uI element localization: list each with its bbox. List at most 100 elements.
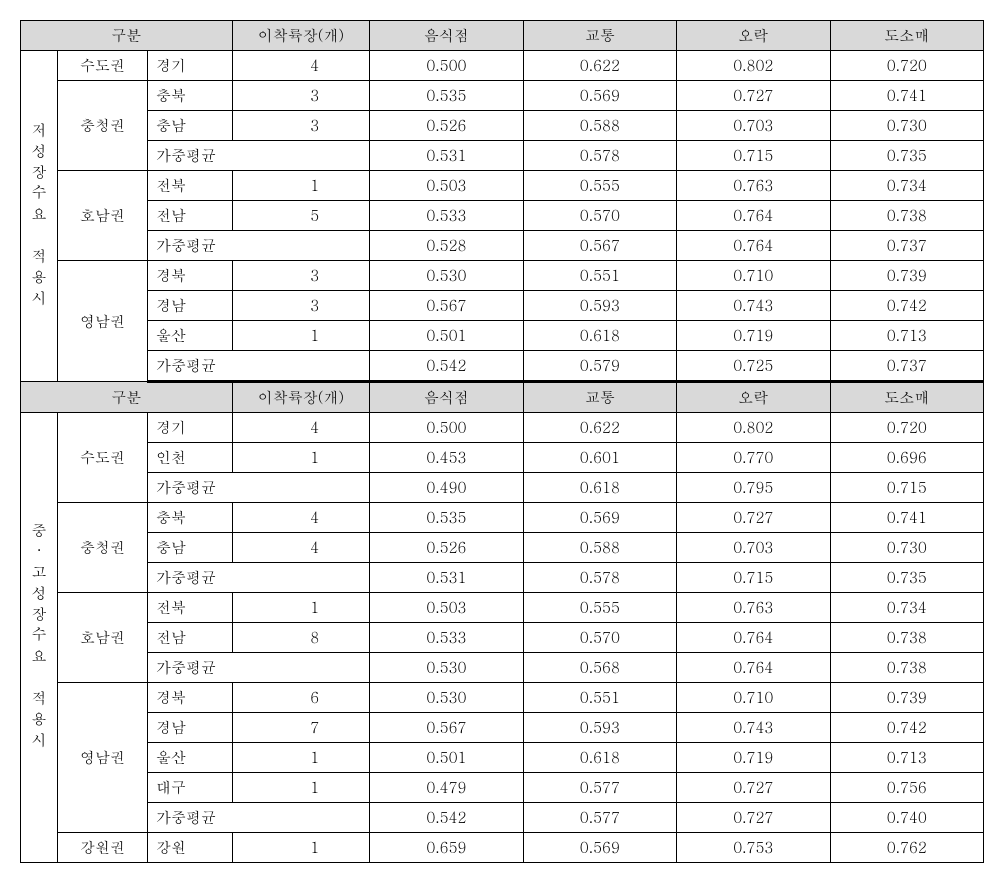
count-cell: 1 — [232, 171, 370, 201]
transport-cell: 0.622 — [523, 51, 676, 81]
count-cell: 1 — [232, 773, 370, 803]
subregion-cell: 충남 — [147, 533, 232, 563]
header-food: 음식점 — [370, 21, 523, 51]
food-cell: 0.659 — [370, 833, 523, 863]
subregion-cell: 경남 — [147, 291, 232, 321]
transport-cell: 0.577 — [523, 803, 676, 833]
retail-cell: 0.741 — [830, 81, 983, 111]
table-row: 충남30.5260.5880.7030.730 — [21, 111, 984, 141]
transport-cell: 0.618 — [523, 473, 676, 503]
count-cell: 4 — [232, 51, 370, 81]
entertainment-cell: 0.703 — [677, 111, 830, 141]
food-cell: 0.500 — [370, 413, 523, 443]
retail-cell: 0.734 — [830, 593, 983, 623]
subregion-cell: 전북 — [147, 593, 232, 623]
region-cell: 수도권 — [58, 413, 148, 503]
retail-cell: 0.735 — [830, 563, 983, 593]
retail-cell: 0.742 — [830, 291, 983, 321]
transport-cell: 0.578 — [523, 563, 676, 593]
header-entertainment: 오락 — [677, 21, 830, 51]
table-row: 인천10.4530.6010.7700.696 — [21, 443, 984, 473]
header-retail: 도소매 — [830, 21, 983, 51]
transport-cell: 0.588 — [523, 533, 676, 563]
entertainment-cell: 0.719 — [677, 743, 830, 773]
entertainment-cell: 0.727 — [677, 81, 830, 111]
table-row: 가중평균0.5310.5780.7150.735 — [21, 141, 984, 171]
avg-label-cell: 가중평균 — [147, 141, 369, 171]
food-cell: 0.490 — [370, 473, 523, 503]
food-cell: 0.526 — [370, 533, 523, 563]
entertainment-cell: 0.710 — [677, 683, 830, 713]
count-cell: 4 — [232, 533, 370, 563]
food-cell: 0.503 — [370, 171, 523, 201]
table-row: 가중평균0.5300.5680.7640.738 — [21, 653, 984, 683]
retail-cell: 0.713 — [830, 743, 983, 773]
entertainment-cell: 0.764 — [677, 201, 830, 231]
retail-cell: 0.734 — [830, 171, 983, 201]
food-cell: 0.530 — [370, 683, 523, 713]
data-table-container: 구분이착륙장(개)음식점교통오락도소매저성장수요 적용시수도권경기40.5000… — [20, 20, 984, 863]
table-row: 영남권경북60.5300.5510.7100.739 — [21, 683, 984, 713]
count-cell: 1 — [232, 321, 370, 351]
table-row: 구분이착륙장(개)음식점교통오락도소매 — [21, 382, 984, 413]
subregion-cell: 충남 — [147, 111, 232, 141]
table-row: 울산10.5010.6180.7190.713 — [21, 743, 984, 773]
data-table: 구분이착륙장(개)음식점교통오락도소매저성장수요 적용시수도권경기40.5000… — [20, 20, 984, 863]
food-cell: 0.530 — [370, 261, 523, 291]
subregion-cell: 대구 — [147, 773, 232, 803]
entertainment-cell: 0.802 — [677, 51, 830, 81]
avg-label-cell: 가중평균 — [147, 473, 369, 503]
food-cell: 0.542 — [370, 803, 523, 833]
food-cell: 0.501 — [370, 321, 523, 351]
subregion-cell: 전북 — [147, 171, 232, 201]
food-cell: 0.530 — [370, 653, 523, 683]
avg-label-cell: 가중평균 — [147, 803, 369, 833]
table-row: 호남권전북10.5030.5550.7630.734 — [21, 171, 984, 201]
retail-cell: 0.730 — [830, 111, 983, 141]
retail-cell: 0.738 — [830, 201, 983, 231]
retail-cell: 0.735 — [830, 141, 983, 171]
header-retail: 도소매 — [830, 382, 983, 413]
retail-cell: 0.739 — [830, 683, 983, 713]
food-cell: 0.479 — [370, 773, 523, 803]
transport-cell: 0.618 — [523, 321, 676, 351]
count-cell: 1 — [232, 743, 370, 773]
subregion-cell: 경남 — [147, 713, 232, 743]
retail-cell: 0.696 — [830, 443, 983, 473]
transport-cell: 0.569 — [523, 81, 676, 111]
region-cell: 호남권 — [58, 593, 148, 683]
food-cell: 0.528 — [370, 231, 523, 261]
entertainment-cell: 0.727 — [677, 503, 830, 533]
transport-cell: 0.578 — [523, 141, 676, 171]
table-row: 전남80.5330.5700.7640.738 — [21, 623, 984, 653]
header-category: 구분 — [21, 382, 233, 413]
entertainment-cell: 0.719 — [677, 321, 830, 351]
retail-cell: 0.738 — [830, 623, 983, 653]
transport-cell: 0.579 — [523, 351, 676, 382]
transport-cell: 0.555 — [523, 171, 676, 201]
retail-cell: 0.737 — [830, 231, 983, 261]
food-cell: 0.567 — [370, 713, 523, 743]
transport-cell: 0.601 — [523, 443, 676, 473]
entertainment-cell: 0.743 — [677, 713, 830, 743]
table-row: 대구10.4790.5770.7270.756 — [21, 773, 984, 803]
entertainment-cell: 0.725 — [677, 351, 830, 382]
header-entertainment: 오락 — [677, 382, 830, 413]
food-cell: 0.535 — [370, 81, 523, 111]
food-cell: 0.501 — [370, 743, 523, 773]
count-cell: 3 — [232, 81, 370, 111]
table-row: 강원권강원10.6590.5690.7530.762 — [21, 833, 984, 863]
subregion-cell: 강원 — [147, 833, 232, 863]
subregion-cell: 충북 — [147, 81, 232, 111]
subregion-cell: 경기 — [147, 51, 232, 81]
subregion-cell: 경북 — [147, 683, 232, 713]
count-cell: 8 — [232, 623, 370, 653]
retail-cell: 0.720 — [830, 51, 983, 81]
table-row: 충청권충북30.5350.5690.7270.741 — [21, 81, 984, 111]
table-row: 울산10.5010.6180.7190.713 — [21, 321, 984, 351]
table-row: 충남40.5260.5880.7030.730 — [21, 533, 984, 563]
table-row: 가중평균0.5420.5770.7270.740 — [21, 803, 984, 833]
table-row: 중·고성장수요 적용시수도권경기40.5000.6220.8020.720 — [21, 413, 984, 443]
table-row: 가중평균0.5310.5780.7150.735 — [21, 563, 984, 593]
table-row: 구분이착륙장(개)음식점교통오락도소매 — [21, 21, 984, 51]
